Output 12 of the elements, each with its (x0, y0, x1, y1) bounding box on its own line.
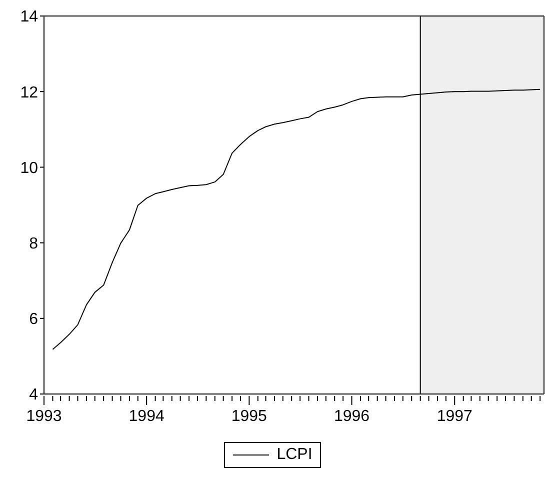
y-tick-label: 4 (29, 386, 38, 404)
y-tick-label: 14 (20, 8, 38, 26)
x-tick-label: 1993 (26, 408, 62, 425)
y-tick-label: 12 (20, 84, 38, 102)
y-tick-label: 6 (29, 311, 38, 328)
y-tick-label: 10 (20, 160, 38, 177)
legend-label: LCPI (276, 446, 312, 464)
x-tick-label: 1997 (436, 408, 473, 425)
x-tick-label: 1996 (334, 408, 370, 425)
y-tick-label: 8 (29, 235, 38, 252)
x-tick-label: 1995 (231, 408, 268, 425)
x-tick-label: 1994 (128, 408, 164, 425)
